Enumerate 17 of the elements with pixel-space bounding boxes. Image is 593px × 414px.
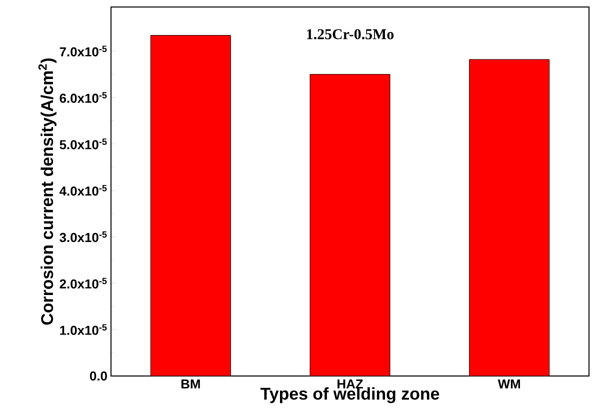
text: 1.25Cr-0.5Mo [307, 29, 394, 40]
x-axis-title: Types of welding zone [260, 387, 440, 404]
y-tick-label: 0.0 [90, 371, 107, 381]
bar [150, 35, 231, 376]
y-tick-label: 3.0x10$^{-5}$ [60, 231, 107, 242]
bar [310, 74, 390, 376]
y-tick-label: 4.0x10$^{-5}$ [60, 184, 107, 196]
y-tick-label: 7.0x10$^{-5}$ [60, 46, 107, 56]
y-tick-label: 6.0x10$^{-5}$ [60, 92, 107, 103]
y-tick-label: 2.0x10$^{-5}$ [60, 278, 107, 289]
x-tick-label: HAZ [338, 380, 363, 388]
x-tick-label: WM [498, 380, 520, 388]
y-axis-title: Corrosion current density(A/cm$^{2}$) [38, 58, 56, 325]
bar [469, 59, 550, 376]
x-tick-label: BM [181, 380, 200, 388]
y-tick-label: 5.0x10$^{-5}$ [60, 138, 107, 150]
y-tick-label: 1.0x10$^{-5}$ [60, 324, 107, 335]
